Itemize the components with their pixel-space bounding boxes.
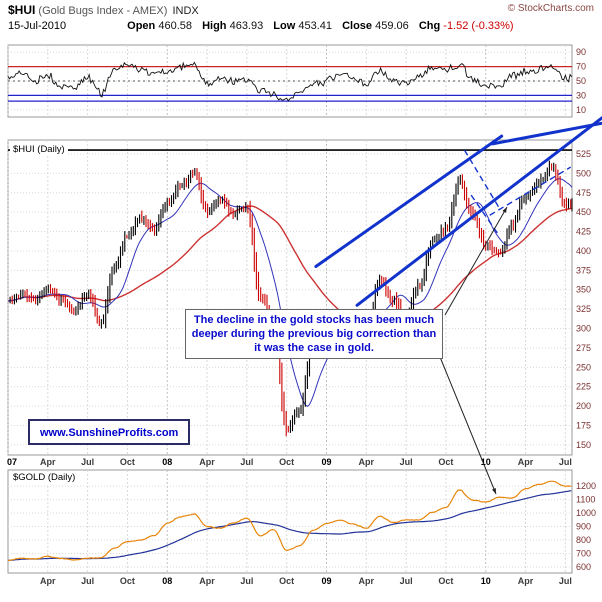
svg-text:70: 70: [576, 62, 586, 72]
high-label: High: [202, 20, 227, 32]
chg-label: Chg: [418, 20, 441, 32]
svg-text:Apr: Apr: [199, 576, 215, 586]
svg-text:Oct: Oct: [120, 457, 135, 467]
svg-text:450: 450: [576, 207, 591, 217]
svg-text:Jul: Jul: [559, 576, 572, 586]
copyright: © StockCharts.com: [507, 3, 594, 14]
svg-text:Apr: Apr: [40, 576, 56, 586]
hui-panel-label: $HUI (Daily): [10, 144, 68, 156]
svg-text:700: 700: [576, 548, 591, 558]
svg-text:500: 500: [576, 168, 591, 178]
svg-text:30: 30: [576, 90, 586, 100]
svg-text:Oct: Oct: [438, 576, 453, 586]
svg-text:90: 90: [576, 47, 586, 57]
quote-open: Open 460.58: [127, 20, 192, 32]
annotation-text: The decline in the gold stocks has been …: [191, 314, 437, 355]
x-axis-labels: 07 Apr Jul Oct 08 Apr Jul Oct 09 Apr Jul Oct 10 Apr Ju…: [7, 457, 572, 467]
symbol: $HUI: [8, 3, 36, 17]
svg-text:Jul: Jul: [240, 576, 253, 586]
svg-text:Apr: Apr: [199, 457, 215, 467]
svg-text:150: 150: [576, 440, 591, 450]
gold-panel: 1200 1100 1000 900 800 700 600: [7, 469, 596, 574]
svg-text:200: 200: [576, 401, 591, 411]
svg-text:1100: 1100: [576, 495, 595, 505]
sunshine-link[interactable]: www.SunshineProfits.com: [40, 427, 179, 439]
quote-chg: Chg -1.52 (-0.33%): [419, 20, 514, 32]
svg-text:Jul: Jul: [81, 576, 94, 586]
svg-text:08: 08: [162, 457, 172, 467]
svg-text:Oct: Oct: [120, 576, 135, 586]
watermark-box[interactable]: www.SunshineProfits.com: [28, 419, 191, 445]
svg-text:475: 475: [576, 188, 591, 198]
high-value: 463.93: [229, 20, 264, 32]
chg-value: -1.52 (-0.33%): [443, 20, 514, 32]
svg-text:800: 800: [576, 535, 591, 545]
quote-row: 15-Jul-2010 Open 460.58 High 463.93 Low …: [8, 20, 594, 32]
low-label: Low: [273, 20, 296, 32]
svg-text:10: 10: [481, 576, 491, 586]
trendlines: [314, 116, 602, 307]
symbol-name: (Gold Bugs Index - AMEX): [38, 5, 168, 17]
svg-text:08: 08: [162, 576, 172, 586]
svg-text:425: 425: [576, 227, 591, 237]
svg-text:Apr: Apr: [40, 457, 56, 467]
open-value: 460.58: [158, 20, 192, 32]
gold-panel-label: $GOLD (Daily): [10, 472, 79, 484]
quote-high: High 463.93: [202, 20, 263, 32]
annotation-connector: [439, 356, 497, 495]
svg-text:Oct: Oct: [279, 576, 294, 586]
svg-text:900: 900: [576, 522, 591, 532]
svg-text:350: 350: [576, 285, 591, 295]
annotation-box: The decline in the gold stocks has been …: [185, 309, 443, 360]
svg-text:Oct: Oct: [279, 457, 294, 467]
svg-text:Apr: Apr: [518, 457, 534, 467]
svg-text:Jul: Jul: [400, 457, 413, 467]
close-label: Close: [342, 20, 373, 32]
svg-text:1000: 1000: [576, 508, 596, 518]
svg-text:1200: 1200: [576, 481, 596, 491]
svg-text:Jul: Jul: [559, 457, 572, 467]
svg-text:09: 09: [321, 457, 331, 467]
svg-text:300: 300: [576, 324, 591, 334]
svg-text:09: 09: [321, 576, 331, 586]
title-row: $HUI (Gold Bugs Index - AMEX) INDX © Sto…: [8, 3, 594, 17]
low-value: 453.41: [298, 20, 333, 32]
x-axis-labels: Apr Jul Oct 08 Apr Jul Oct 09 Apr Jul Oct 10 Apr Jul: [40, 576, 572, 586]
svg-text:175: 175: [576, 421, 591, 431]
svg-text:10: 10: [576, 105, 586, 115]
svg-text:Jul: Jul: [400, 576, 413, 586]
svg-text:10: 10: [481, 457, 491, 467]
svg-text:250: 250: [576, 362, 591, 372]
indicator-panel: 90 70 50 30 10: [7, 44, 586, 118]
svg-text:Oct: Oct: [438, 457, 453, 467]
quote-close: Close 459.06: [342, 20, 409, 32]
annotation-connector: [444, 206, 508, 316]
hui-panel: 525 500 475 450 425 400 375 350 325 300 275 250 225 2…: [7, 116, 602, 456]
exchange: INDX: [172, 5, 199, 17]
svg-text:325: 325: [576, 304, 591, 314]
quote-low: Low 453.41: [273, 20, 332, 32]
quote-date: 15-Jul-2010: [8, 20, 67, 32]
open-label: Open: [127, 20, 156, 32]
chart-header: $HUI (Gold Bugs Index - AMEX) INDX © Sto…: [0, 0, 602, 32]
svg-text:Apr: Apr: [359, 457, 375, 467]
svg-text:50: 50: [576, 76, 586, 86]
svg-text:Apr: Apr: [518, 576, 534, 586]
svg-text:Jul: Jul: [81, 457, 94, 467]
svg-text:225: 225: [576, 382, 591, 392]
svg-text:375: 375: [576, 265, 591, 275]
svg-text:07: 07: [7, 457, 17, 467]
svg-text:600: 600: [576, 562, 591, 572]
close-value: 459.06: [375, 20, 409, 32]
svg-text:525: 525: [576, 149, 591, 159]
svg-text:Jul: Jul: [240, 457, 253, 467]
svg-text:400: 400: [576, 246, 591, 256]
svg-text:275: 275: [576, 343, 591, 353]
svg-text:Apr: Apr: [359, 576, 375, 586]
